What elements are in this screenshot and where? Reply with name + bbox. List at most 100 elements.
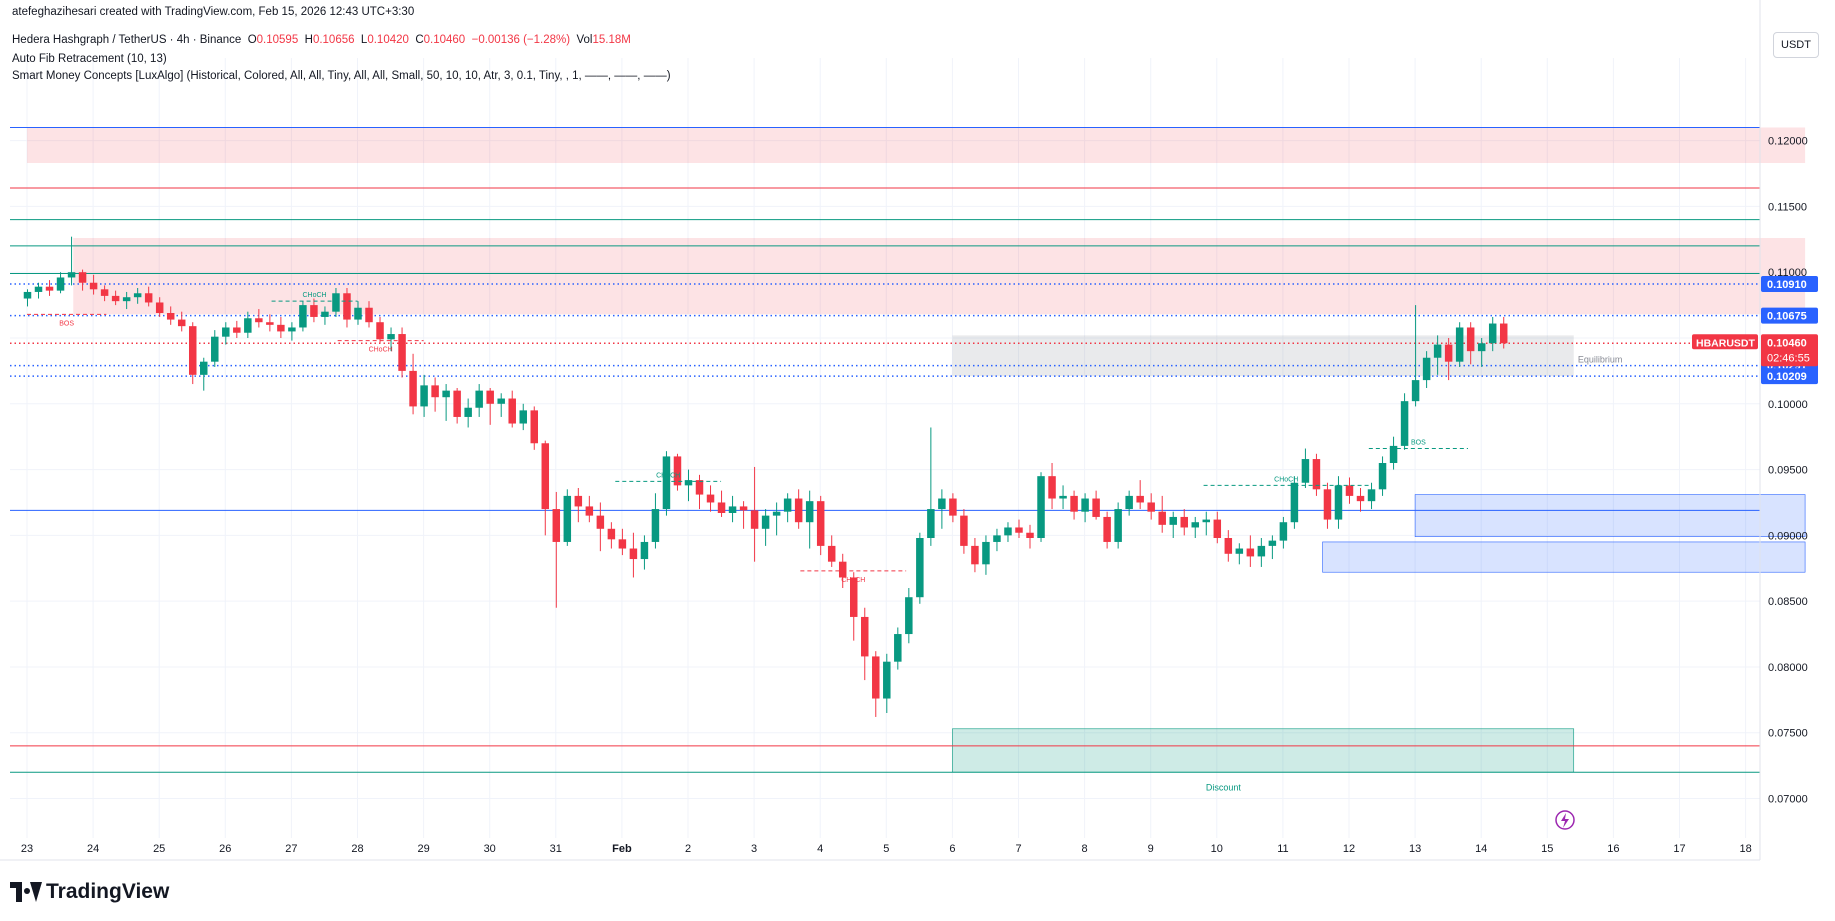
structure-break: CHoCH: [615, 472, 722, 482]
candle-body: [211, 336, 219, 362]
candle: [332, 288, 340, 317]
candle: [563, 489, 572, 546]
candle-body: [960, 515, 968, 546]
candle: [1466, 322, 1475, 365]
candle-body: [894, 634, 902, 662]
candle-body: [1356, 495, 1365, 502]
candle-body: [409, 370, 417, 407]
tradingview-logo: TradingView: [10, 880, 169, 904]
candle: [288, 322, 296, 341]
symbol-tag-text: HBARUSDT: [1696, 337, 1756, 349]
candle-body: [1103, 516, 1111, 542]
x-tick-label: 13: [1409, 843, 1421, 855]
candle: [1147, 493, 1155, 520]
candle-body: [695, 480, 704, 495]
candle: [1158, 495, 1166, 533]
candle: [960, 509, 968, 554]
x-tick-label: 16: [1607, 843, 1619, 855]
indicator-smc-legend[interactable]: Smart Money Concepts [LuxAlgo] (Historic…: [12, 70, 671, 82]
candle-body: [89, 282, 98, 290]
candle-body: [552, 509, 561, 542]
candle-body: [1224, 538, 1233, 554]
candle-body: [971, 545, 979, 565]
candle: [1191, 516, 1200, 538]
candle-body: [717, 502, 726, 513]
candle: [585, 495, 594, 523]
candle: [750, 466, 759, 562]
candle-body: [861, 616, 869, 657]
x-tick-label: 6: [949, 843, 955, 855]
candle-body: [1312, 459, 1321, 490]
candle: [1180, 509, 1188, 536]
candle: [596, 502, 605, 552]
zone-label: Discount: [1206, 782, 1242, 792]
x-tick-label: 31: [550, 843, 562, 855]
y-tick-label: 0.07000: [1768, 794, 1808, 806]
candle-body: [607, 528, 616, 540]
candle: [409, 353, 417, 415]
last-price-marker: HBARUSDT 0.10460 02:46:55: [1692, 334, 1818, 367]
candle-body: [1213, 519, 1222, 538]
x-tick-label: 26: [219, 843, 231, 855]
candle-body: [872, 656, 880, 699]
currency-unit-button[interactable]: USDT: [1773, 32, 1819, 58]
candle: [244, 311, 252, 338]
ohlc-low: L0.10420: [360, 34, 409, 46]
candle: [89, 274, 98, 295]
candle: [519, 403, 527, 431]
candle: [321, 306, 329, 325]
candle-body: [1092, 498, 1100, 517]
candle-body: [1136, 495, 1144, 503]
zone-premium: [73, 238, 1806, 315]
candle-body: [497, 398, 505, 404]
candle-body: [1037, 476, 1045, 538]
candle: [255, 309, 263, 328]
brand-name: TradingView: [46, 880, 170, 903]
structure-break: CHoCH: [337, 340, 424, 354]
candle: [728, 495, 737, 523]
candle-body: [1345, 485, 1354, 496]
candle: [45, 280, 54, 296]
candle: [651, 493, 660, 549]
candle-body: [1147, 502, 1155, 512]
symbol-legend[interactable]: Hedera Hashgraph / TetherUS · 4h · Binan…: [12, 34, 631, 46]
candle: [122, 291, 131, 310]
candle-body: [1334, 485, 1343, 520]
candle: [574, 488, 583, 523]
price-label: 0.10910: [1761, 276, 1818, 293]
price-label-bg: [1761, 276, 1818, 293]
candle: [872, 651, 880, 717]
price-label: 0.10209: [1761, 368, 1818, 385]
last-price-text: 0.10460: [1767, 337, 1807, 349]
x-tick-label: 9: [1148, 843, 1154, 855]
candle: [927, 427, 935, 546]
candle: [1400, 393, 1409, 450]
candle: [67, 236, 76, 286]
x-tick-label: 24: [87, 843, 99, 855]
candle: [861, 607, 869, 681]
candle: [200, 357, 208, 391]
candle: [354, 301, 362, 325]
candle-body: [1400, 401, 1409, 446]
candle-body: [177, 319, 186, 327]
candle: [442, 384, 450, 421]
indicator-fib-legend[interactable]: Auto Fib Retracement (10, 13): [12, 53, 167, 65]
candle-body: [541, 443, 550, 510]
candle: [387, 327, 395, 352]
candle-body: [706, 494, 715, 503]
candle-body: [332, 293, 340, 312]
x-tick-label: 3: [751, 843, 757, 855]
candle: [1136, 480, 1144, 510]
candle-body: [1235, 548, 1244, 554]
y-tick-label: 0.12000: [1768, 136, 1808, 148]
candle: [1125, 490, 1133, 516]
candle-countdown: 02:46:55: [1767, 352, 1810, 364]
candle: [1301, 448, 1310, 488]
grid-lines: [10, 58, 1760, 838]
candle: [1048, 463, 1056, 510]
ohlc-volume: Vol15.18M: [576, 34, 631, 46]
candle-body: [266, 322, 274, 325]
candle: [1037, 472, 1045, 542]
lightning-icon: [1555, 810, 1575, 830]
